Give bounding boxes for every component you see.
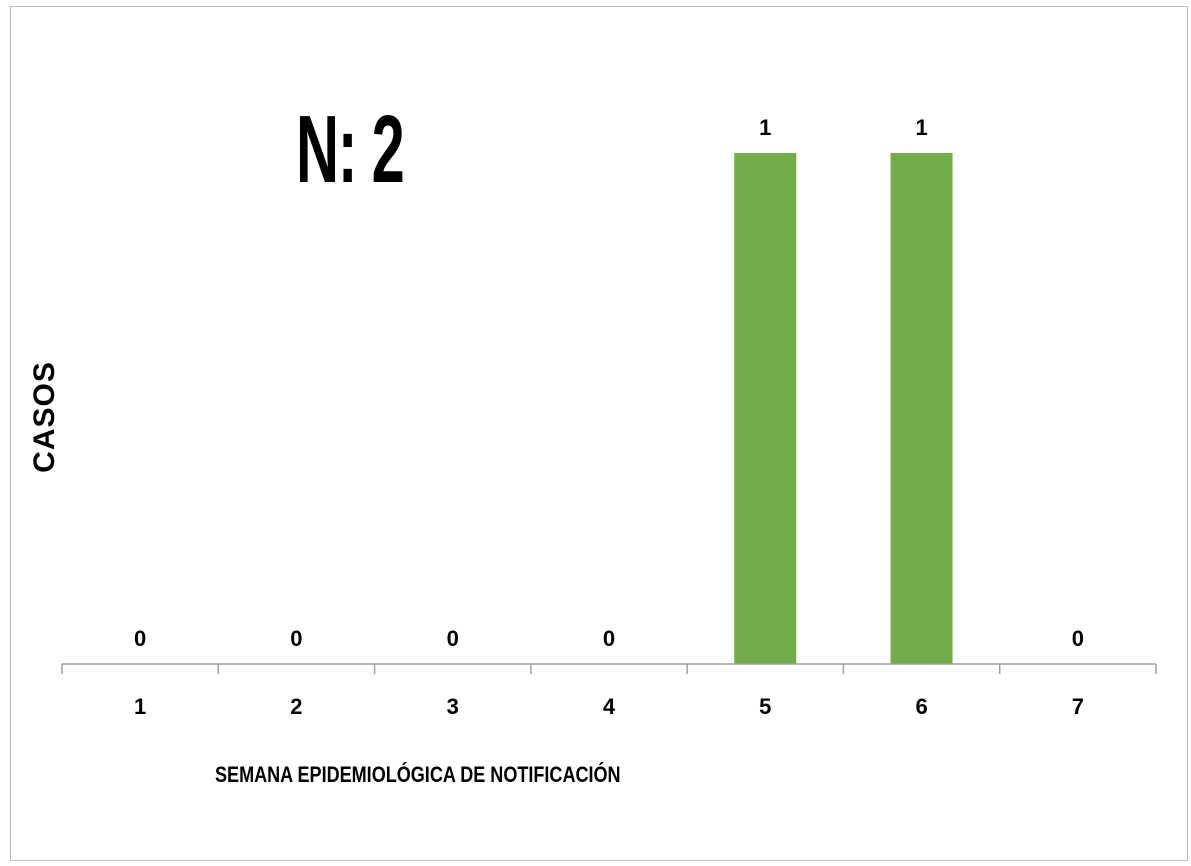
x-tick-label: 2	[290, 694, 302, 719]
bar	[890, 153, 953, 664]
x-tick-label: 7	[1072, 694, 1084, 719]
x-tick-label: 6	[915, 694, 927, 719]
bar	[734, 153, 797, 664]
x-tick-label: 5	[759, 694, 771, 719]
data-label: 1	[915, 115, 927, 140]
data-label: 0	[447, 626, 459, 651]
total-cases-annotation: N: 2	[296, 96, 405, 203]
data-label: 0	[290, 626, 302, 651]
data-label: 0	[134, 626, 146, 651]
y-axis-label: CASOS	[28, 361, 61, 473]
data-label: 1	[759, 115, 771, 140]
data-label: 0	[603, 626, 615, 651]
x-tick-label: 4	[603, 694, 616, 719]
x-tick-label: 1	[134, 694, 146, 719]
chart-frame	[10, 6, 1188, 861]
x-tick-label: 3	[447, 694, 459, 719]
data-label: 0	[1072, 626, 1084, 651]
x-axis-label: SEMANA EPIDEMIOLÓGICA DE NOTIFICACIÓN	[215, 762, 621, 787]
